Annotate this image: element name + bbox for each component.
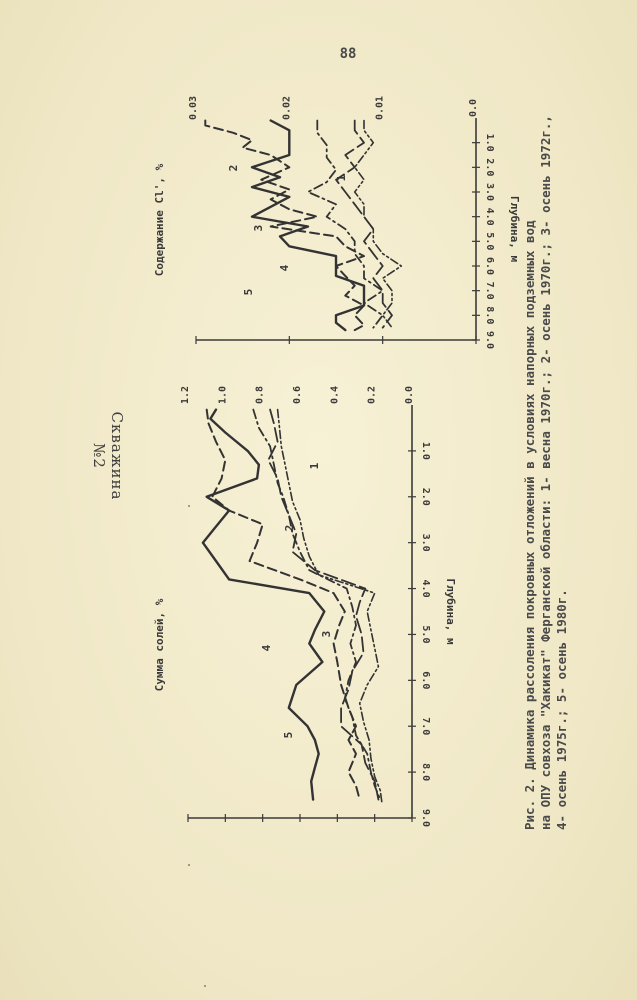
series-3-line — [252, 408, 382, 801]
series-3-label: 3 — [252, 225, 265, 232]
value-tick-label: 1.2 — [180, 386, 191, 404]
series-1-line — [250, 119, 366, 332]
series-3-line — [307, 119, 384, 329]
series-1-line — [201, 408, 326, 801]
value-tick-label: 1.0 — [217, 386, 228, 404]
depth-tick-label: 3.0 — [484, 183, 495, 201]
value-tick-label: 0.0 — [468, 99, 479, 117]
value-tick-label: 0.01 — [375, 96, 386, 120]
series-5-line — [353, 119, 403, 329]
series-2-label: 2 — [283, 525, 296, 532]
series-2-line — [205, 408, 361, 801]
depth-tick-label: 2.0 — [484, 158, 495, 176]
paper-speck — [188, 864, 190, 866]
series-1-label: 1 — [308, 462, 321, 469]
depth-tick-label: 3.0 — [420, 534, 431, 552]
value-tick-label: 0.02 — [281, 96, 292, 120]
depth-tick-label: 4.0 — [484, 208, 495, 226]
series-5-label: 5 — [282, 732, 295, 739]
series-2-line — [204, 119, 365, 332]
value-tick-label: 0.8 — [255, 386, 266, 404]
series-5-label: 5 — [242, 289, 255, 296]
series-1-label: 1 — [335, 174, 348, 181]
paper-speck — [188, 505, 190, 507]
value-tick-label: 0.6 — [292, 386, 303, 404]
series-4-label: 4 — [278, 264, 291, 271]
series-3-label: 3 — [320, 631, 333, 638]
series-2-label: 2 — [227, 165, 240, 172]
value-axis-title: Сумма солей, % — [153, 598, 166, 691]
depth-tick-label: 8.0 — [420, 763, 431, 781]
value-tick-label: 0.4 — [329, 386, 340, 404]
depth-tick-label: 1.0 — [484, 134, 495, 152]
series-4-line — [267, 408, 380, 801]
depth-tick-label: 5.0 — [420, 625, 431, 643]
page-number: 88 — [339, 46, 357, 62]
depth-tick-label: 4.0 — [420, 580, 431, 598]
salt-sum-chart: 0.0 0.2 0.4 0.6 0.8 1.0 1.2 1.0 2.0 3.0 4.0 5.0 6.0 7… — [153, 386, 457, 827]
depth-tick-label: 5.0 — [484, 232, 495, 250]
value-axis-title: Содержание Cl', % — [153, 163, 166, 276]
depth-axis-title: Глубина, м — [444, 578, 457, 645]
depth-tick-label: 2.0 — [420, 488, 431, 506]
depth-tick-label: 6.0 — [420, 671, 431, 689]
value-tick-label: 0.03 — [188, 96, 199, 120]
depth-tick-label: 6.0 — [484, 257, 495, 275]
value-tick-label: 0.2 — [367, 386, 378, 404]
paper-speck — [204, 985, 206, 987]
series-4-label: 4 — [260, 644, 273, 651]
series-5-line — [276, 408, 383, 806]
depth-tick-label: 9.0 — [420, 809, 431, 827]
chloride-content-chart: 0.0 0.01 0.02 0.03 1.0 2.0 3.0 4.0 5.0 6.0 7.0 8.0 9… — [153, 96, 521, 349]
depth-tick-label: 9.0 — [484, 331, 495, 349]
depth-tick-label: 8.0 — [484, 306, 495, 324]
depth-tick-label: 7.0 — [420, 717, 431, 735]
depth-axis-title: Глубина, м — [508, 196, 521, 263]
value-tick-label: 0.0 — [404, 386, 415, 404]
depth-tick-label: 1.0 — [420, 442, 431, 460]
depth-tick-label: 7.0 — [484, 282, 495, 300]
